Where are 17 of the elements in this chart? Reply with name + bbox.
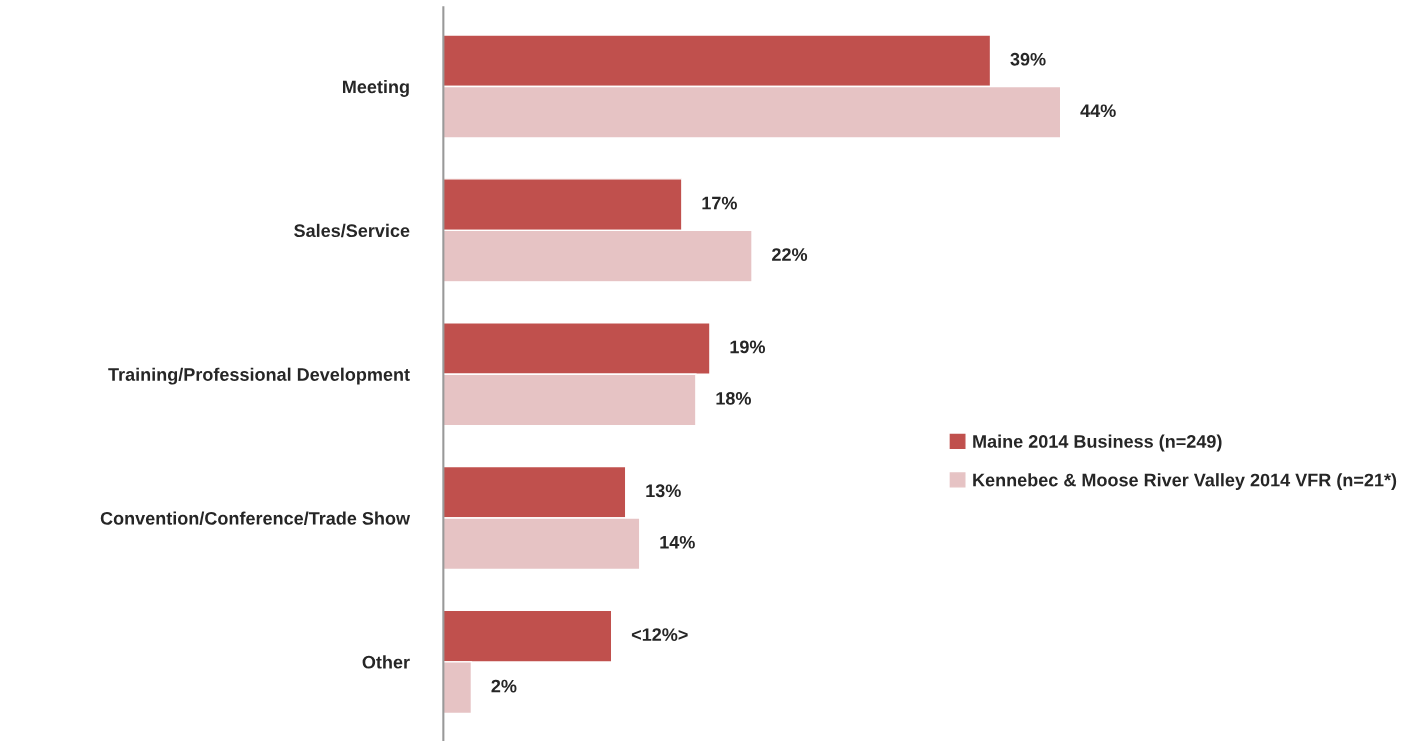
data-label: 17% [702,196,737,210]
data-label: 2% [491,679,517,693]
legend-label: Maine 2014 Business (n=249) [973,434,1222,452]
y-tick-label: Meeting [343,79,409,97]
data-label: 44% [1080,104,1116,118]
data-label: 22% [772,248,808,261]
data-label: 39% [1010,52,1046,66]
y-tick-label: Convention/Conference/Trade Show [100,511,411,525]
data-label: 14% [660,535,695,549]
y-tick-label: Sales/Service [294,223,410,238]
data-label: <12%> [631,628,688,641]
data-label: 18% [716,392,751,405]
y-tick-label: Training/Professional Development [108,367,410,385]
data-label: 13% [646,484,681,498]
data-label: 19% [730,340,766,354]
y-tick-label: Other [362,655,410,669]
legend-label: Kennebec & Moose River Valley 2014 VFR (n=21*) [973,473,1397,490]
